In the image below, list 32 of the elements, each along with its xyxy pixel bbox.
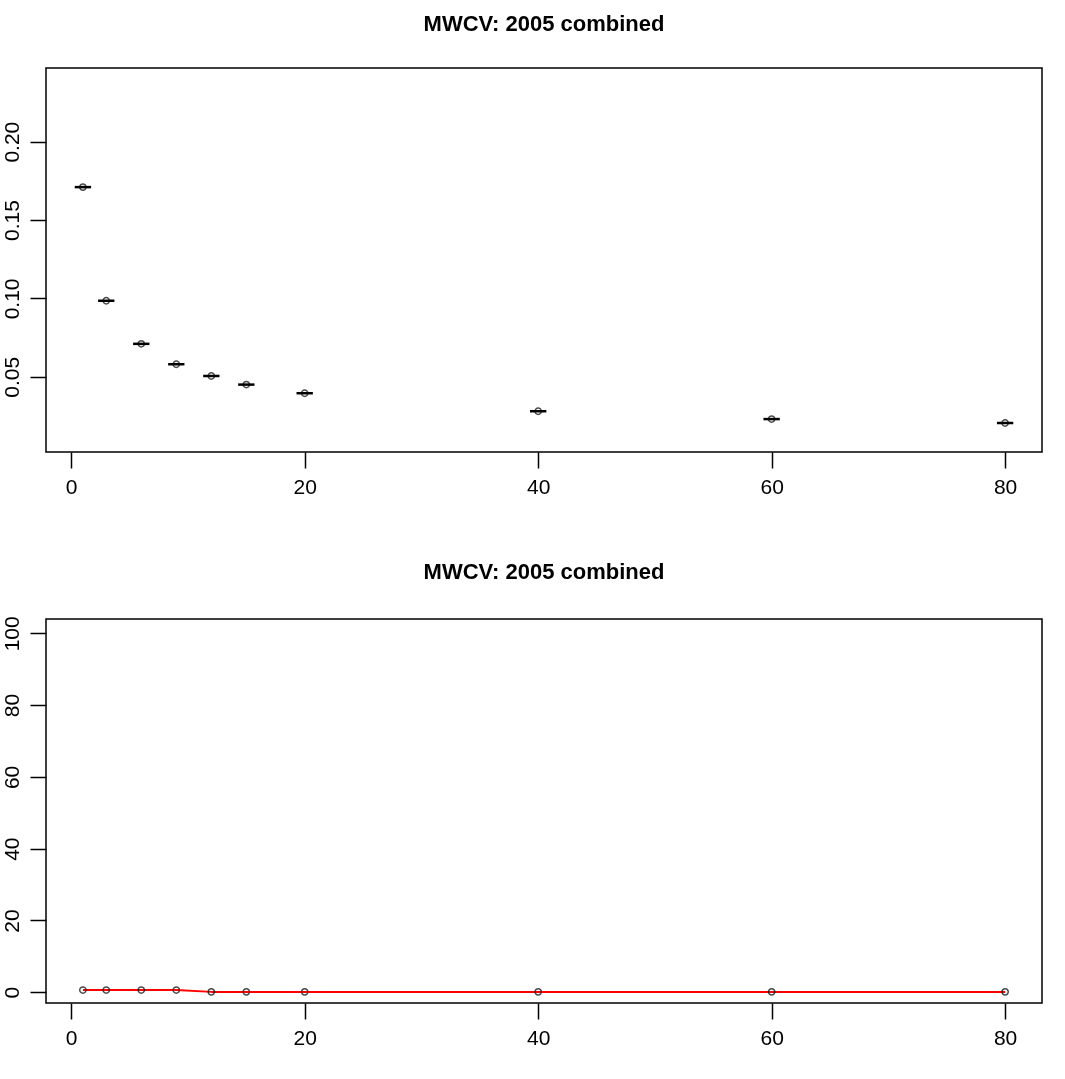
point <box>172 360 181 369</box>
y-tick-label: 0.20 <box>0 121 23 163</box>
x-tick-label: 20 <box>293 474 317 498</box>
point <box>242 380 251 389</box>
chart-title: MWCV: 2005 combined <box>423 558 665 584</box>
x-tick-label: 40 <box>526 1025 551 1049</box>
point <box>102 296 111 305</box>
point <box>534 407 543 416</box>
x-tick-label: 0 <box>65 474 78 498</box>
y-tick-label: 40 <box>0 837 23 861</box>
y-tick-label: 60 <box>0 765 23 790</box>
y-tick-label: 20 <box>0 909 23 933</box>
y-tick-label: 0.05 <box>0 356 23 398</box>
y-tick-label: 80 <box>0 693 23 718</box>
x-tick-label: 80 <box>993 474 1018 498</box>
y-tick-label: 0 <box>0 986 23 999</box>
x-tick-label: 0 <box>65 1025 78 1049</box>
chart-title: MWCV: 2005 combined <box>423 11 665 36</box>
point <box>207 372 216 380</box>
x-tick-label: 60 <box>760 1025 784 1049</box>
point <box>300 389 309 398</box>
point <box>767 415 776 423</box>
point <box>1001 419 1010 427</box>
x-tick-label: 40 <box>526 474 551 498</box>
x-tick-label: 60 <box>760 474 784 498</box>
point <box>137 339 146 348</box>
y-tick-label: 100 <box>0 616 23 652</box>
x-tick-label: 20 <box>293 1025 317 1049</box>
y-tick-label: 0.10 <box>0 278 23 320</box>
y-tick-label: 0.15 <box>0 200 23 241</box>
x-tick-label: 80 <box>993 1025 1018 1049</box>
point <box>78 183 87 192</box>
